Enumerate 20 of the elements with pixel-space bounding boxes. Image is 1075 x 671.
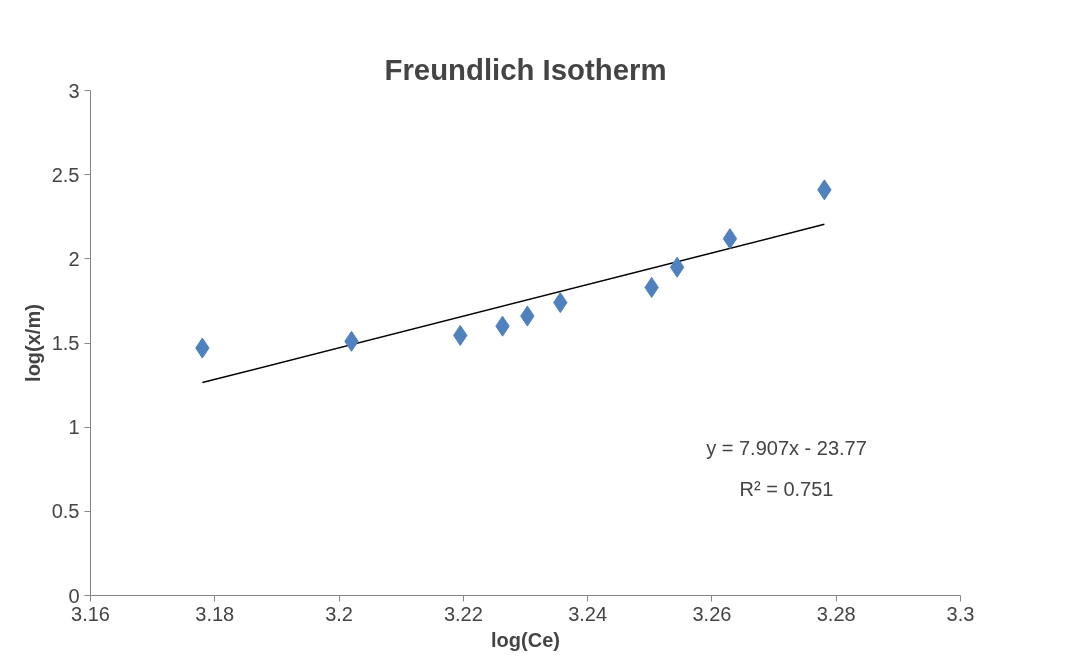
y-tick-label: 2.5 [51,163,80,186]
x-tick-label: 3.24 [568,602,608,625]
y-tick-label: 2 [68,247,80,270]
chart-title: Freundlich Isotherm [384,52,667,86]
x-axis-title: log(Ce) [491,628,560,651]
point [669,256,685,278]
x-tick-label: 3.26 [692,602,732,625]
annotation: y = 7.907x - 23.77 [706,437,867,460]
y-tick-label: 3 [68,79,80,102]
x-tick-label: 3.18 [195,602,235,625]
x-tick-label: 3.22 [443,602,483,625]
x-tick-label: 3.3 [946,602,975,625]
y-tick-label: 1.5 [51,332,80,354]
y-tick-label: 1 [68,416,80,439]
x-tick-label: 3.2 [325,602,353,625]
point [722,228,738,250]
y-axis-title: log(x/m) [21,304,44,382]
x-tick-label: 3.28 [816,602,856,625]
annotation: R² = 0.751 [739,477,834,500]
y-tick-label: 0.5 [51,500,80,523]
